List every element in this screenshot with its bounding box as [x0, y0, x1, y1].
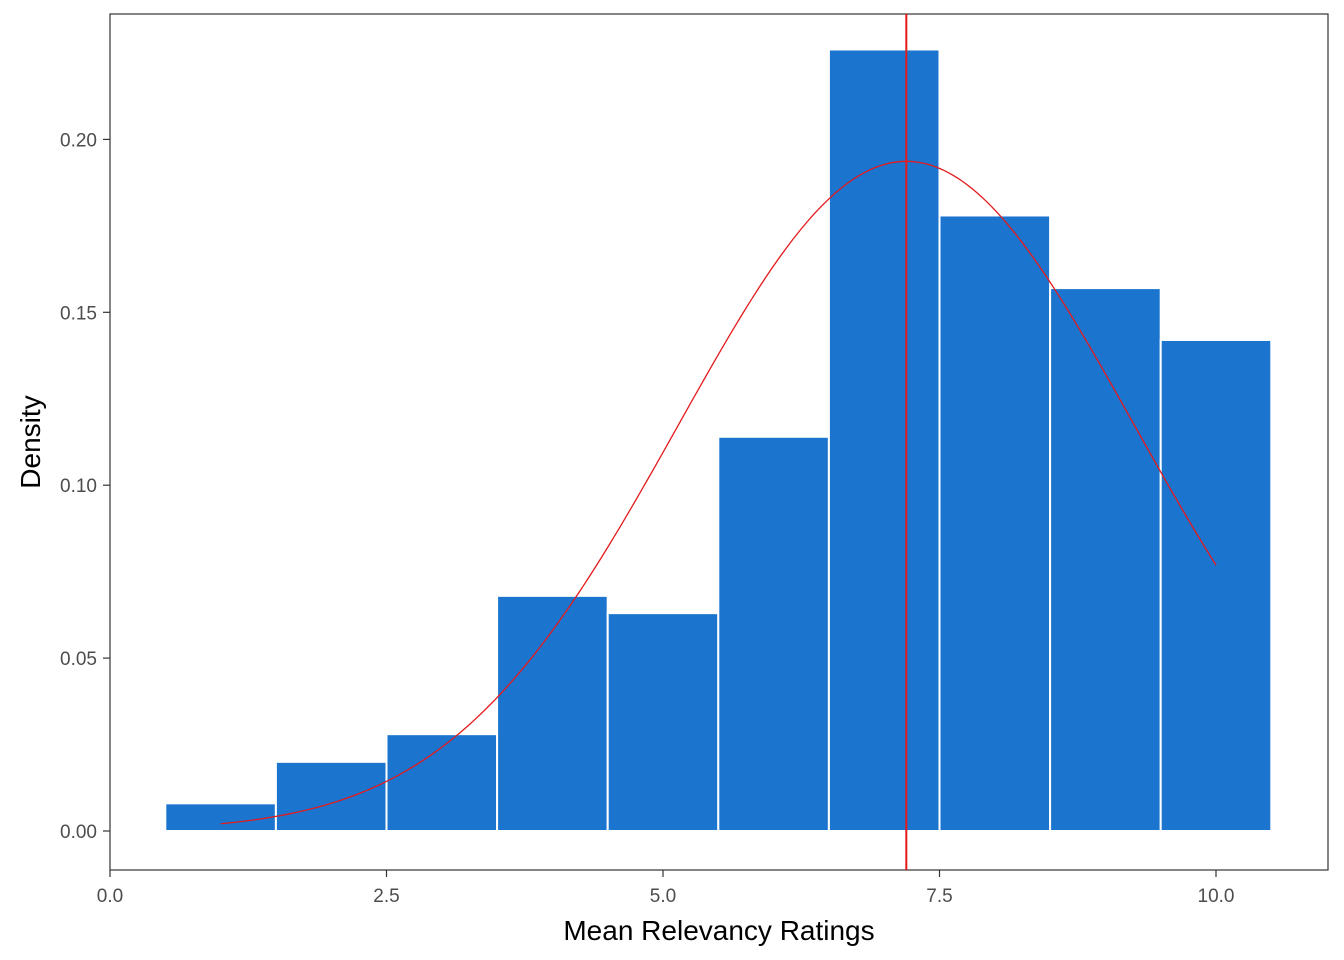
histogram-bar [274, 760, 388, 833]
y-axis-ticks: 0.00 0.05 0.10 0.15 0.20 [60, 130, 110, 843]
x-axis-ticks: 0.0 2.5 5.0 7.5 10.0 [97, 870, 1235, 907]
histogram-bar [606, 612, 720, 832]
normal-density-curve [220, 160, 1217, 825]
histogram-bar [496, 594, 609, 833]
x-tick-label: 5.0 [650, 886, 676, 907]
x-axis-title: Mean Relevancy Ratings [563, 915, 874, 946]
histogram-bar [1159, 338, 1273, 832]
y-tick-label: 0.00 [60, 822, 97, 843]
x-tick-label: 7.5 [926, 886, 952, 907]
histogram-bar [938, 214, 1052, 832]
y-tick-label: 0.15 [60, 303, 97, 324]
x-tick-label: 0.0 [97, 886, 123, 907]
histogram-bar [1049, 287, 1162, 832]
y-axis-title: Density [15, 395, 46, 488]
bars-layer [164, 48, 1273, 833]
histogram-bar [164, 802, 277, 832]
y-tick-label: 0.10 [60, 476, 97, 497]
x-tick-label: 10.0 [1198, 886, 1235, 907]
overlay-layer [220, 14, 1217, 870]
histogram-bar [827, 48, 941, 832]
histogram-bar [717, 435, 830, 832]
x-tick-label: 2.5 [373, 886, 399, 907]
y-tick-label: 0.20 [60, 130, 97, 151]
histogram-bar [385, 733, 499, 833]
y-tick-label: 0.05 [60, 649, 97, 670]
